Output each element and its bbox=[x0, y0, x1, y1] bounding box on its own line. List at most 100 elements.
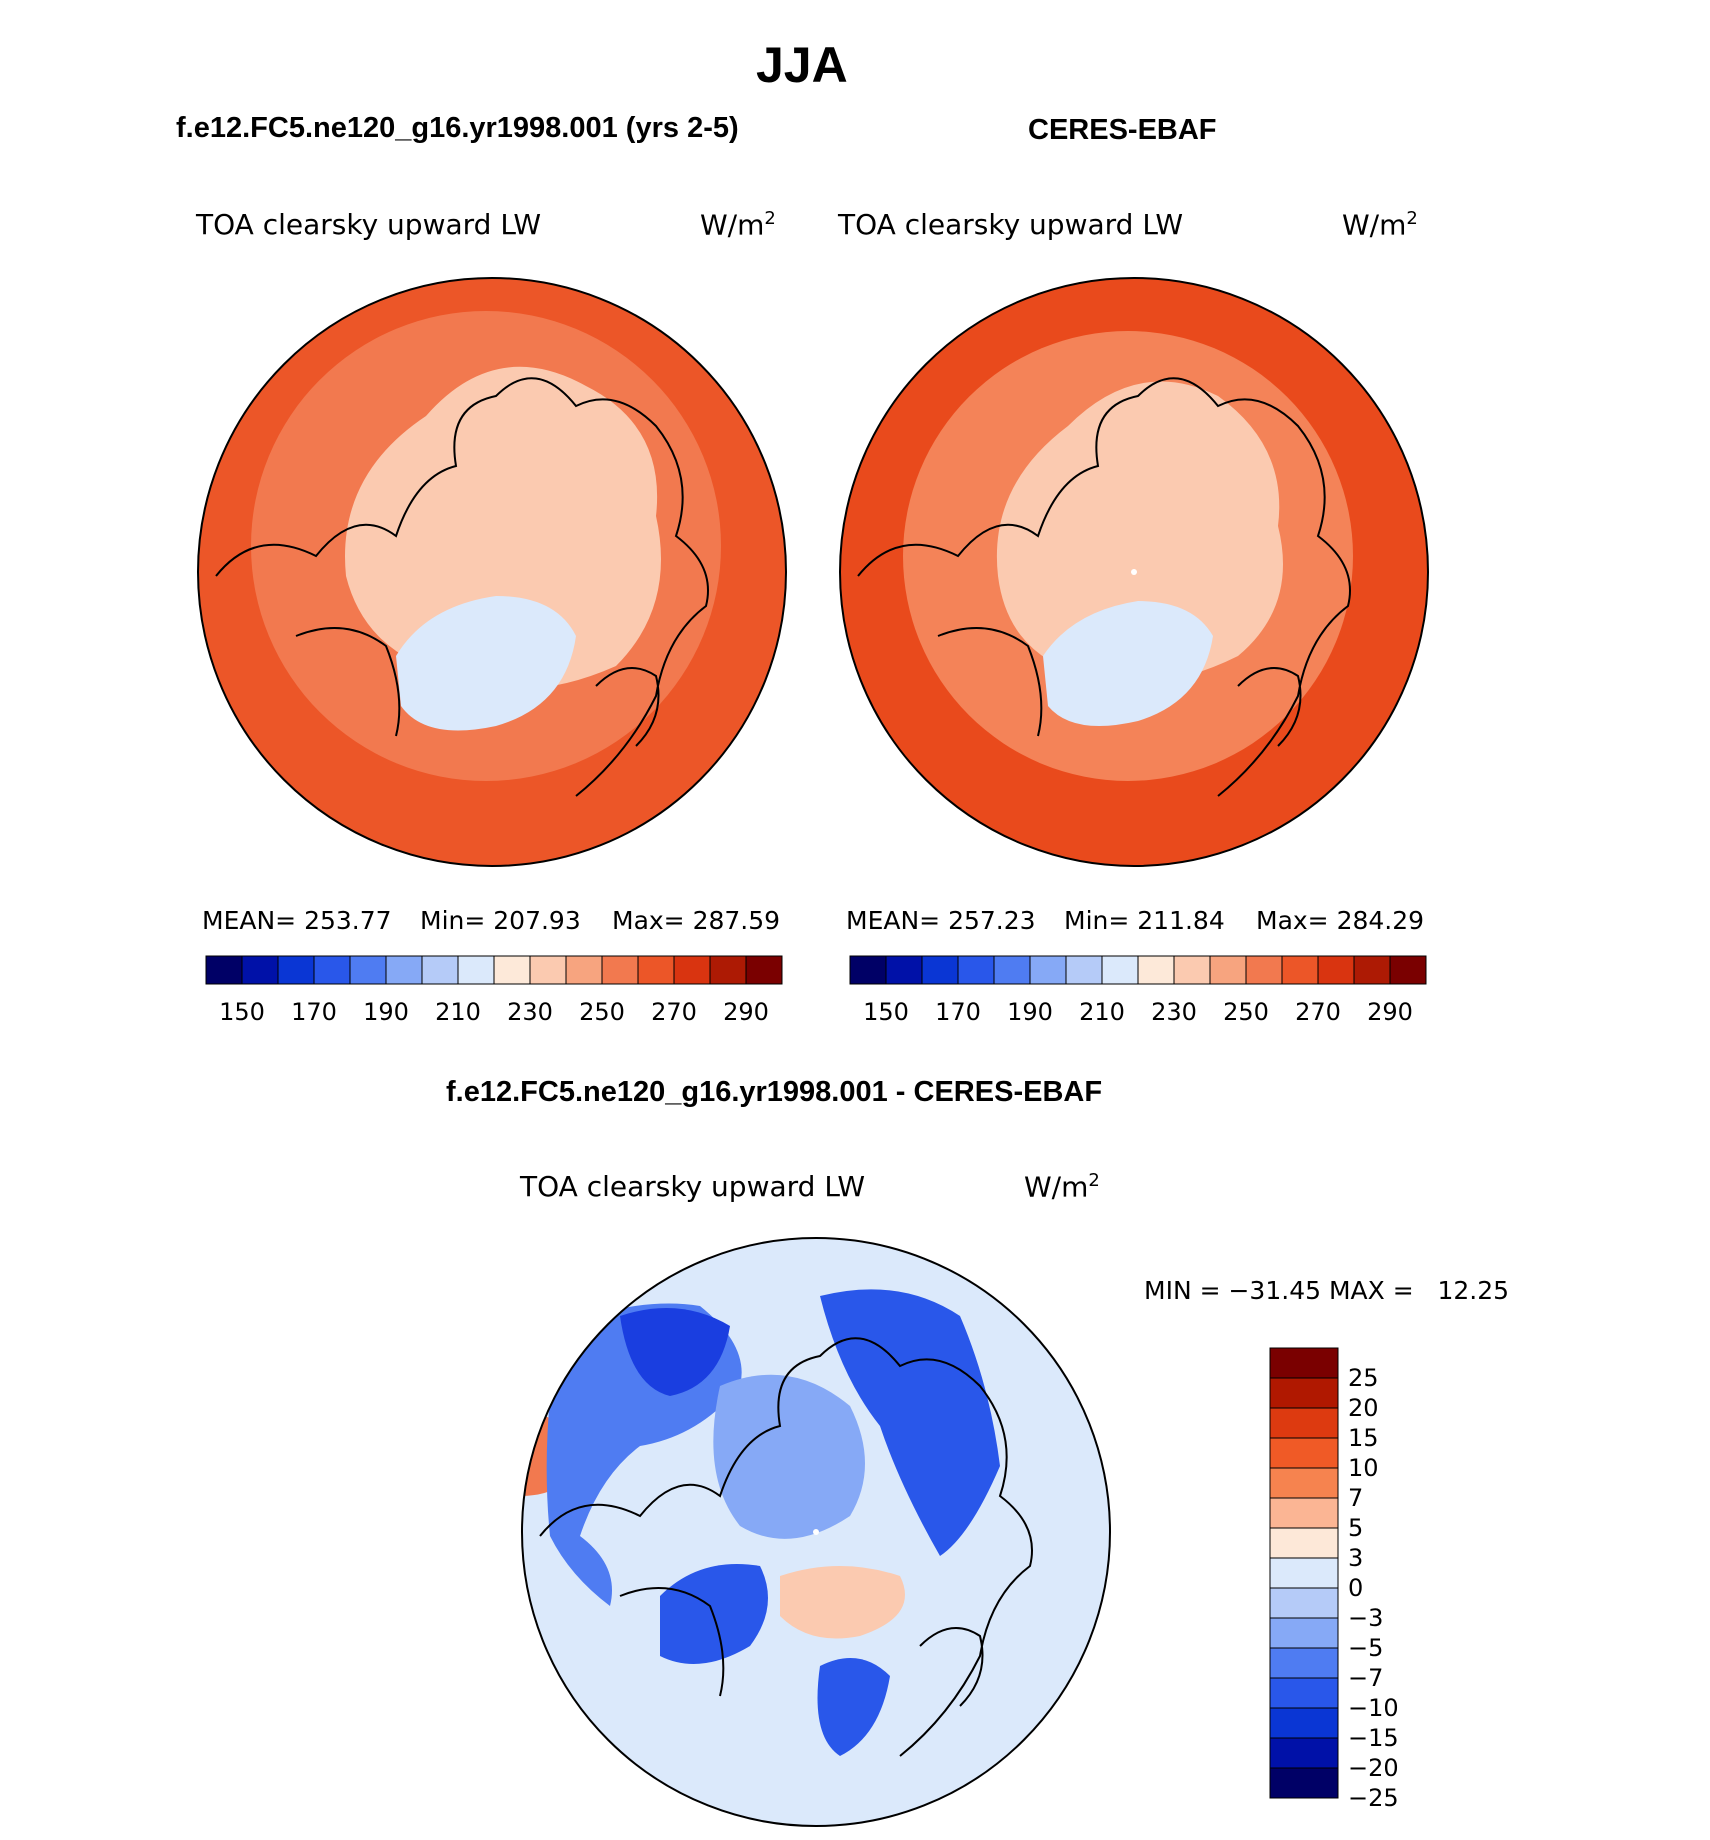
obs-colorbar-tick-label: 190 bbox=[1007, 998, 1053, 1026]
model-colorbar-tick-label: 290 bbox=[723, 998, 769, 1026]
diff-colorbar-tick-label: −15 bbox=[1348, 1724, 1399, 1752]
model-mean-stat: MEAN= 253.77 bbox=[202, 906, 392, 935]
obs-colorbar-swatch bbox=[993, 955, 1031, 985]
diff-darkblue-east bbox=[820, 1289, 1000, 1556]
model-colorbar-swatch bbox=[313, 955, 351, 985]
model-polar-map bbox=[197, 277, 787, 867]
obs-colorbar-swatch bbox=[849, 955, 887, 985]
diff-colorbar-swatch bbox=[1269, 1497, 1339, 1529]
diff-colorbar-tick-label: 5 bbox=[1348, 1514, 1363, 1542]
diff-colorbar-swatch bbox=[1269, 1677, 1339, 1709]
obs-arctic-field bbox=[996, 381, 1283, 683]
obs-variable-label: TOA clearsky upward LW bbox=[838, 208, 1184, 241]
diff-colorbar-tick-label: −10 bbox=[1348, 1694, 1399, 1722]
diff-colorbar-swatch bbox=[1269, 1587, 1339, 1619]
obs-colorbar-tick-label: 270 bbox=[1295, 998, 1341, 1026]
diff-units-label: W/m2 bbox=[1024, 1170, 1100, 1204]
model-colorbar-swatch bbox=[385, 955, 423, 985]
diff-colorbar-swatch bbox=[1269, 1647, 1339, 1679]
model-coastline bbox=[215, 377, 709, 797]
diff-mid-arctic bbox=[713, 1374, 865, 1539]
obs-colorbar: 150 170 190 210 230 250 270 290 bbox=[849, 955, 1427, 1026]
model-colorbar-tick-label: 270 bbox=[651, 998, 697, 1026]
obs-colorbar-swatch bbox=[885, 955, 923, 985]
obs-panel-title: CERES-EBAF bbox=[1028, 114, 1217, 146]
obs-max-stat: Max= 284.29 bbox=[1256, 906, 1425, 935]
model-colorbar-swatch bbox=[493, 955, 531, 985]
model-colorbar-swatch bbox=[709, 955, 747, 985]
diff-warm-center bbox=[780, 1566, 905, 1639]
diff-colorbar-tick-label: 25 bbox=[1348, 1364, 1379, 1392]
obs-colorbar-swatch bbox=[1281, 955, 1319, 985]
obs-colorbar-swatch bbox=[1065, 955, 1103, 985]
model-colorbar-swatch bbox=[277, 955, 315, 985]
obs-colorbar-swatch bbox=[1389, 955, 1427, 985]
obs-colorbar-swatch bbox=[1029, 955, 1067, 985]
obs-colorbar-swatch bbox=[921, 955, 959, 985]
diff-coastline bbox=[539, 1337, 1033, 1757]
model-colorbar-tick-label: 250 bbox=[579, 998, 625, 1026]
obs-colorbar-tick-label: 250 bbox=[1223, 998, 1269, 1026]
model-colorbar-swatch bbox=[637, 955, 675, 985]
diff-colorbar-swatch bbox=[1269, 1467, 1339, 1499]
model-colorbar-swatch bbox=[745, 955, 783, 985]
model-colorbar-swatch bbox=[457, 955, 495, 985]
obs-colorbar-tick-label: 230 bbox=[1151, 998, 1197, 1026]
model-colorbar-swatch bbox=[601, 955, 639, 985]
obs-colorbar-swatch bbox=[1317, 955, 1355, 985]
diff-colorbar-swatch bbox=[1269, 1407, 1339, 1439]
obs-colorbar-swatch bbox=[1101, 955, 1139, 985]
obs-colorbar-swatch bbox=[957, 955, 995, 985]
obs-colorbar-swatch bbox=[1245, 955, 1283, 985]
obs-coastline bbox=[857, 377, 1351, 797]
obs-colorbar-tick-label: 170 bbox=[935, 998, 981, 1026]
model-colorbar-swatch bbox=[241, 955, 279, 985]
obs-colorbar-swatch bbox=[1137, 955, 1175, 985]
model-colorbar-tick-label: 150 bbox=[219, 998, 265, 1026]
model-colorbar-tick-label: 230 bbox=[507, 998, 553, 1026]
obs-greenland-field bbox=[1043, 601, 1213, 726]
obs-colorbar-swatch bbox=[1353, 955, 1391, 985]
diff-colorbar-swatch bbox=[1269, 1767, 1339, 1799]
diff-colorbar-swatch bbox=[1269, 1527, 1339, 1559]
model-colorbar: 150 170 190 210 230 250 270 290 bbox=[205, 955, 783, 1026]
season-title: JJA bbox=[756, 37, 848, 93]
model-colorbar-swatch bbox=[205, 955, 243, 985]
diff-colorbar-tick-label: −3 bbox=[1348, 1604, 1383, 1632]
obs-colorbar-tick-label: 290 bbox=[1367, 998, 1413, 1026]
obs-colorbar-swatch bbox=[1209, 955, 1247, 985]
diff-colorbar-tick-label: 7 bbox=[1348, 1484, 1363, 1512]
diff-colorbar-tick-label: 10 bbox=[1348, 1454, 1379, 1482]
model-panel-title: f.e12.FC5.ne120_g16.yr1998.001 (yrs 2-5) bbox=[176, 112, 739, 144]
diff-colorbar-tick-label: −20 bbox=[1348, 1754, 1399, 1782]
obs-mean-stat: MEAN= 257.23 bbox=[846, 906, 1036, 935]
diff-colorbar-tick-label: 3 bbox=[1348, 1544, 1363, 1572]
diff-panel-title: f.e12.FC5.ne120_g16.yr1998.001 - CERES-E… bbox=[446, 1076, 1103, 1108]
obs-min-stat: Min= 211.84 bbox=[1064, 906, 1225, 935]
diff-darkblue-north bbox=[620, 1308, 730, 1396]
model-arctic-field bbox=[345, 366, 661, 689]
diff-colorbar-swatch bbox=[1269, 1737, 1339, 1769]
model-colorbar-tick-label: 210 bbox=[435, 998, 481, 1026]
diff-blue-scandinavia bbox=[817, 1658, 890, 1756]
diff-colorbar-tick-label: 0 bbox=[1348, 1574, 1363, 1602]
diff-colorbar-swatch bbox=[1269, 1617, 1339, 1649]
diff-variable-label: TOA clearsky upward LW bbox=[520, 1170, 866, 1203]
model-colorbar-swatch bbox=[565, 955, 603, 985]
diff-colorbar-tick-label: 20 bbox=[1348, 1394, 1379, 1422]
model-colorbar-tick-label: 190 bbox=[363, 998, 409, 1026]
diff-minmax-stat: MIN = −31.45 MAX = 12.25 bbox=[1144, 1276, 1510, 1305]
model-colorbar-tick-label: 170 bbox=[291, 998, 337, 1026]
diff-polar-map bbox=[521, 1237, 1111, 1827]
diff-colorbar-swatch bbox=[1269, 1347, 1339, 1379]
obs-colorbar-swatch bbox=[1173, 955, 1211, 985]
model-colorbar-swatch bbox=[529, 955, 567, 985]
diff-colorbar-swatch bbox=[1269, 1437, 1339, 1469]
model-variable-label: TOA clearsky upward LW bbox=[196, 208, 542, 241]
diff-colorbar-tick-label: −25 bbox=[1348, 1784, 1399, 1812]
model-units-label: W/m2 bbox=[700, 208, 776, 242]
obs-colorbar-tick-label: 210 bbox=[1079, 998, 1125, 1026]
diff-colorbar-tick-label: 15 bbox=[1348, 1424, 1379, 1452]
diff-colorbar-swatch bbox=[1269, 1377, 1339, 1409]
